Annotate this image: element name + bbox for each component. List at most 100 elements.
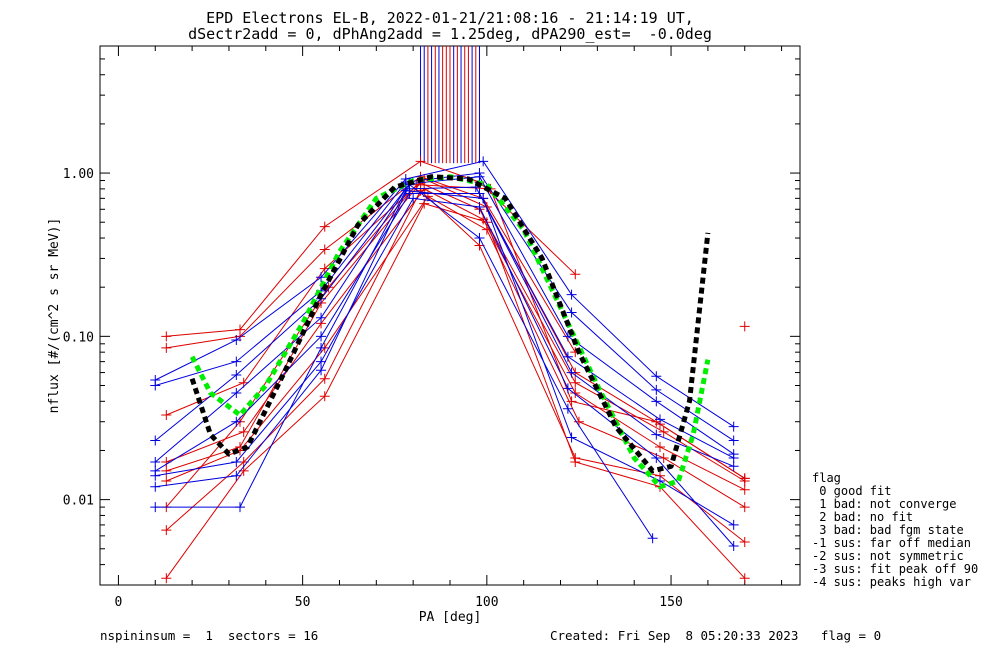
red-data-point xyxy=(161,525,172,536)
legend-item: -1 sus: far off median xyxy=(812,536,971,550)
y-tick-label: 0.10 xyxy=(63,330,94,345)
red-data-point xyxy=(739,502,750,513)
red-data-point xyxy=(655,442,665,453)
red-data-point xyxy=(570,269,581,280)
blue-data-point xyxy=(651,452,662,463)
blue-data-point xyxy=(728,452,739,463)
red-data-point xyxy=(161,342,172,353)
red-data-point xyxy=(319,373,330,384)
red-data-point xyxy=(319,221,330,232)
footer-right: Created: Fri Sep 8 05:20:33 2023 flag = … xyxy=(550,628,882,643)
blue-data-point xyxy=(316,342,327,353)
red-series-line xyxy=(165,203,746,579)
legend-title: flag xyxy=(812,471,841,485)
blue-data-point xyxy=(235,502,245,513)
red-data-point xyxy=(739,321,750,332)
blue-data-point xyxy=(316,331,327,342)
blue-data-point xyxy=(651,429,662,440)
blue-data-point xyxy=(150,456,161,467)
x-tick-label: 100 xyxy=(475,595,498,610)
blue-data-point xyxy=(408,193,419,204)
blue-data-point xyxy=(231,387,242,398)
blue-data-point xyxy=(728,421,739,432)
y-tick-label: 0.01 xyxy=(63,494,94,509)
blue-data-point xyxy=(316,365,327,376)
red-data-point xyxy=(238,426,249,437)
blue-data-point xyxy=(728,435,739,446)
red-data-point xyxy=(319,391,330,402)
blue-data-point xyxy=(728,519,739,530)
red-series-line xyxy=(165,189,746,543)
legend-item: -3 sus: fit peak off 90 xyxy=(812,562,979,576)
red-data-point xyxy=(739,473,750,484)
blue-data-point xyxy=(655,414,665,425)
footer-left: nspininsum = 1 sectors = 16 xyxy=(100,628,319,643)
legend-item: 2 bad: no fit xyxy=(812,510,914,524)
red-data-point xyxy=(739,537,750,548)
red-data-point xyxy=(161,573,172,584)
blue-data-point xyxy=(150,435,161,446)
blue-data-point xyxy=(728,461,739,472)
red-data-point xyxy=(161,331,172,342)
blue-series-line xyxy=(155,183,654,539)
blue-series-line xyxy=(155,160,734,428)
blue-series-line xyxy=(154,176,734,455)
red-data-point xyxy=(570,456,581,467)
legend-item: 1 bad: not converge xyxy=(812,497,957,511)
blue-data-point xyxy=(400,185,411,196)
black-fit-curve xyxy=(189,174,711,474)
blue-data-point xyxy=(316,272,327,283)
x-tick-label: 150 xyxy=(659,595,682,610)
blue-data-point xyxy=(474,171,485,182)
blue-data-point xyxy=(728,540,739,551)
legend-item: -2 sus: not symmetric xyxy=(812,549,964,563)
blue-data-point xyxy=(566,432,577,443)
blue-data-point xyxy=(474,233,485,244)
x-tick-label: 0 xyxy=(115,595,123,610)
red-data-point xyxy=(566,396,577,407)
red-series-line xyxy=(166,188,745,491)
green-fit-curve xyxy=(189,174,711,490)
blue-series-line xyxy=(154,186,734,463)
blue-data-point xyxy=(316,356,327,367)
red-data-point xyxy=(161,409,172,420)
x-axis-label: PA [deg] xyxy=(419,610,482,625)
title-line-2: dSectr2add = 0, dPhAng2add = 1.25deg, dP… xyxy=(188,25,712,43)
blue-data-point xyxy=(651,384,662,395)
legend-item: 0 good fit xyxy=(812,484,892,498)
blue-data-point xyxy=(566,307,577,318)
blue-data-point xyxy=(150,470,161,481)
blue-data-point xyxy=(231,416,242,427)
blue-data-point xyxy=(651,396,662,407)
blue-data-point xyxy=(231,356,242,367)
blue-data-point xyxy=(316,312,327,323)
blue-data-point xyxy=(231,334,242,345)
y-tick-label: 1.00 xyxy=(63,167,94,182)
red-data-point xyxy=(570,377,581,388)
blue-data-point xyxy=(566,289,577,300)
blue-data-point xyxy=(474,201,485,212)
y-axis-label: nflux [#/(cm^2 s sr MeV)] xyxy=(47,218,62,414)
blue-data-point xyxy=(647,533,658,544)
red-data-point xyxy=(161,476,172,487)
x-tick-label: 50 xyxy=(295,595,311,610)
red-data-point xyxy=(658,426,669,437)
red-data-point xyxy=(319,244,330,255)
legend-item: -4 sus: peaks high var xyxy=(812,575,971,589)
blue-data-point xyxy=(478,156,489,167)
blue-data-point xyxy=(562,331,573,342)
blue-data-point xyxy=(231,470,242,481)
red-data-point xyxy=(739,484,750,495)
blue-series-line xyxy=(155,197,735,547)
blue-data-point xyxy=(150,481,161,492)
red-data-point xyxy=(570,387,581,398)
blue-data-point xyxy=(651,371,662,382)
red-data-point xyxy=(415,156,426,167)
red-data-point xyxy=(739,573,750,584)
blue-data-point xyxy=(150,380,161,391)
legend-item: 3 bad: bad fgm state xyxy=(812,523,964,537)
flag-legend: flag 0 good fit 1 bad: not converge 2 ba… xyxy=(812,472,978,589)
blue-data-point xyxy=(150,502,161,513)
blue-data-point xyxy=(562,383,573,394)
